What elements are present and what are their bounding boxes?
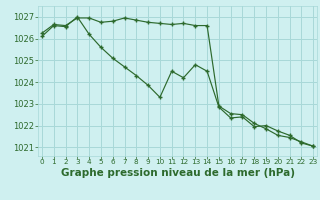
X-axis label: Graphe pression niveau de la mer (hPa): Graphe pression niveau de la mer (hPa) — [60, 168, 295, 178]
